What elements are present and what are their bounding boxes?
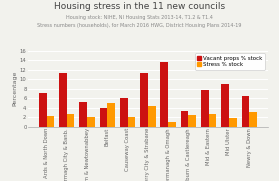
Bar [242,96,249,127]
Bar [107,103,115,127]
Bar [87,117,95,127]
Text: Housing stock: NIHE, NI Housing Stats 2013-14, T1.2 & T1.4: Housing stock: NIHE, NI Housing Stats 20… [66,15,213,20]
Bar [168,122,176,127]
Bar [209,114,217,127]
Bar [120,98,128,127]
Bar [140,73,148,127]
Bar [79,102,87,127]
Bar [67,114,74,127]
Bar [229,118,237,127]
Bar [181,111,188,127]
Bar [249,112,257,127]
Bar [100,108,107,127]
Bar [39,93,47,127]
Text: Housing stress in the 11 new councils: Housing stress in the 11 new councils [54,2,225,11]
Bar [160,62,168,127]
Bar [201,90,209,127]
Bar [59,73,67,127]
Legend: Vacant props % stock, Stress % stock: Vacant props % stock, Stress % stock [194,53,265,70]
Bar [188,115,196,127]
Bar [221,84,229,127]
Bar [148,106,156,127]
Text: Stress numbers (households), for March 2016 HWG, District Housing Plans 2014-19: Stress numbers (households), for March 2… [37,23,242,28]
Bar [128,117,135,127]
Bar [47,116,54,127]
Y-axis label: Percentage: Percentage [12,71,17,106]
